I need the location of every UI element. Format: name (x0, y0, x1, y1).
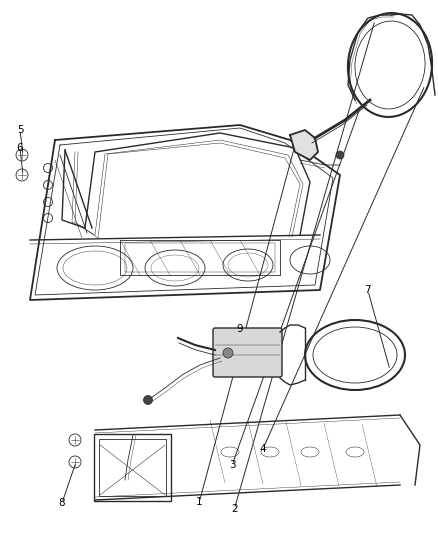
Bar (120, 240, 280, 275)
Polygon shape (290, 130, 318, 160)
Text: 9: 9 (237, 324, 244, 334)
Circle shape (223, 348, 233, 358)
Text: 8: 8 (59, 498, 65, 508)
FancyBboxPatch shape (213, 328, 282, 377)
Text: 5: 5 (17, 125, 23, 135)
Text: 2: 2 (231, 504, 238, 514)
Bar (125, 243, 275, 272)
Text: 3: 3 (229, 460, 236, 470)
Text: 1: 1 (196, 497, 203, 507)
Text: 4: 4 (259, 445, 266, 454)
Circle shape (336, 151, 344, 159)
Text: 6: 6 (17, 143, 23, 153)
Circle shape (144, 395, 152, 405)
Text: 7: 7 (364, 286, 371, 295)
